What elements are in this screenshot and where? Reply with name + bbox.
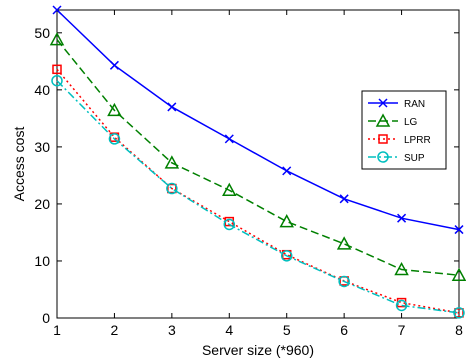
y-tick-label: 30: [34, 139, 50, 155]
data-point-sup: [395, 299, 408, 312]
data-point-sup: [51, 74, 63, 87]
series-sup: [51, 74, 465, 319]
data-point-lg: [336, 236, 352, 250]
data-point-ran: [224, 134, 234, 144]
data-point-sup: [108, 133, 121, 145]
x-tick-label: 2: [111, 322, 119, 338]
x-tick-label: 7: [398, 322, 406, 338]
data-point-lg: [451, 267, 466, 281]
data-point-sup: [280, 250, 293, 262]
y-tick-label: 10: [34, 253, 50, 269]
legend-entry-ran: RAN: [368, 98, 425, 110]
x-tick-label: 3: [168, 322, 176, 338]
legend-label: LPRR: [404, 135, 431, 146]
data-point-lprr: [167, 183, 177, 194]
legend-marker: [377, 151, 389, 163]
data-point-ran: [454, 225, 464, 235]
data-point-lg: [107, 102, 122, 117]
series-lg: [49, 32, 466, 281]
y-tick-label: 50: [34, 25, 50, 41]
legend-box: [361, 90, 447, 170]
data-point-lg: [222, 182, 237, 196]
series-ran: [52, 5, 464, 235]
y-tick-label: 0: [42, 310, 50, 326]
data-point-sup: [338, 275, 350, 288]
series-line-sup: [56, 80, 460, 314]
y-tick-label: 40: [34, 82, 50, 98]
data-point-lg: [279, 214, 294, 228]
legend-marker: [378, 98, 388, 108]
data-point-ran: [282, 166, 292, 176]
legend-entry-lg: LG: [368, 113, 418, 128]
series-line-lg: [56, 39, 460, 276]
data-point-sup: [223, 218, 236, 231]
y-axis-label: Access cost: [11, 127, 27, 202]
legend-label: SUP: [404, 153, 425, 164]
data-point-lprr: [52, 64, 62, 75]
x-tick-label: 1: [53, 322, 61, 338]
data-point-ran: [339, 194, 349, 204]
data-point-lg: [49, 32, 65, 46]
legend-label: LG: [404, 117, 418, 128]
data-point-lg: [164, 155, 180, 169]
x-tick-label: 6: [340, 322, 348, 338]
legend: RAN LG LPRR SUP: [361, 90, 447, 170]
y-tick-label: 20: [34, 196, 50, 212]
data-point-ran: [109, 60, 119, 70]
series-line-ran: [56, 9, 460, 231]
series-line-lprr: [56, 68, 460, 314]
legend-marker: [378, 134, 388, 144]
legend-entry-lprr: LPRR: [368, 134, 431, 146]
data-point-sup: [453, 307, 465, 319]
legend-entry-sup: SUP: [368, 151, 425, 164]
data-point-lg: [394, 261, 409, 276]
data-point-ran: [167, 102, 177, 112]
x-axis-label: Server size (*960): [202, 342, 314, 358]
plot-area: 1 2 3 4 5 6 7 8 0 10 20 30 40 50: [34, 5, 466, 338]
x-tick-label: 4: [225, 322, 233, 338]
x-tick-label: 5: [283, 322, 291, 338]
data-point-ran: [52, 5, 62, 15]
data-point-sup: [166, 182, 178, 195]
legend-label: RAN: [404, 99, 425, 110]
legend-marker: [375, 113, 391, 127]
x-tick-label: 8: [455, 322, 463, 338]
data-point-ran: [397, 213, 407, 223]
